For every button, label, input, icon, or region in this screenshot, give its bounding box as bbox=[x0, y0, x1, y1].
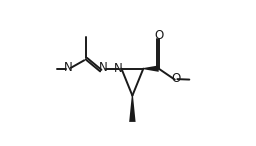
Text: N: N bbox=[114, 62, 123, 75]
Text: O: O bbox=[172, 72, 181, 85]
Text: N: N bbox=[64, 61, 72, 74]
Text: N: N bbox=[99, 61, 108, 74]
Text: O: O bbox=[154, 29, 163, 42]
Polygon shape bbox=[143, 65, 159, 72]
Polygon shape bbox=[129, 96, 136, 122]
